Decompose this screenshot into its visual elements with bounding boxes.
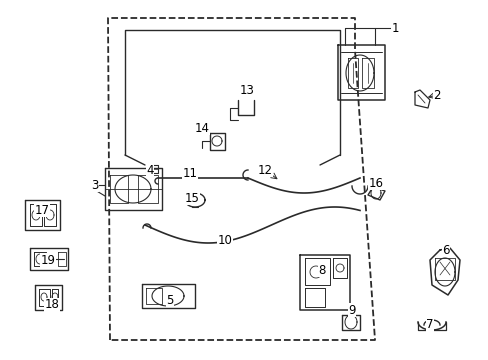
Text: 7: 7 [426,319,433,332]
Text: 4: 4 [146,163,153,176]
Text: 9: 9 [347,303,355,316]
Text: 10: 10 [217,234,232,247]
Text: 11: 11 [182,166,197,180]
Text: 18: 18 [44,298,60,311]
Text: 14: 14 [194,122,209,135]
Text: 8: 8 [318,264,325,276]
Text: 19: 19 [41,253,55,266]
Text: 17: 17 [35,203,49,216]
Text: 2: 2 [432,89,440,102]
Text: 1: 1 [390,22,398,35]
Text: 12: 12 [257,163,272,176]
Text: 3: 3 [91,179,99,192]
Text: 16: 16 [368,176,383,189]
Text: 6: 6 [441,243,449,257]
Text: 13: 13 [239,84,254,96]
Text: 15: 15 [184,192,199,204]
Text: 5: 5 [166,293,173,306]
